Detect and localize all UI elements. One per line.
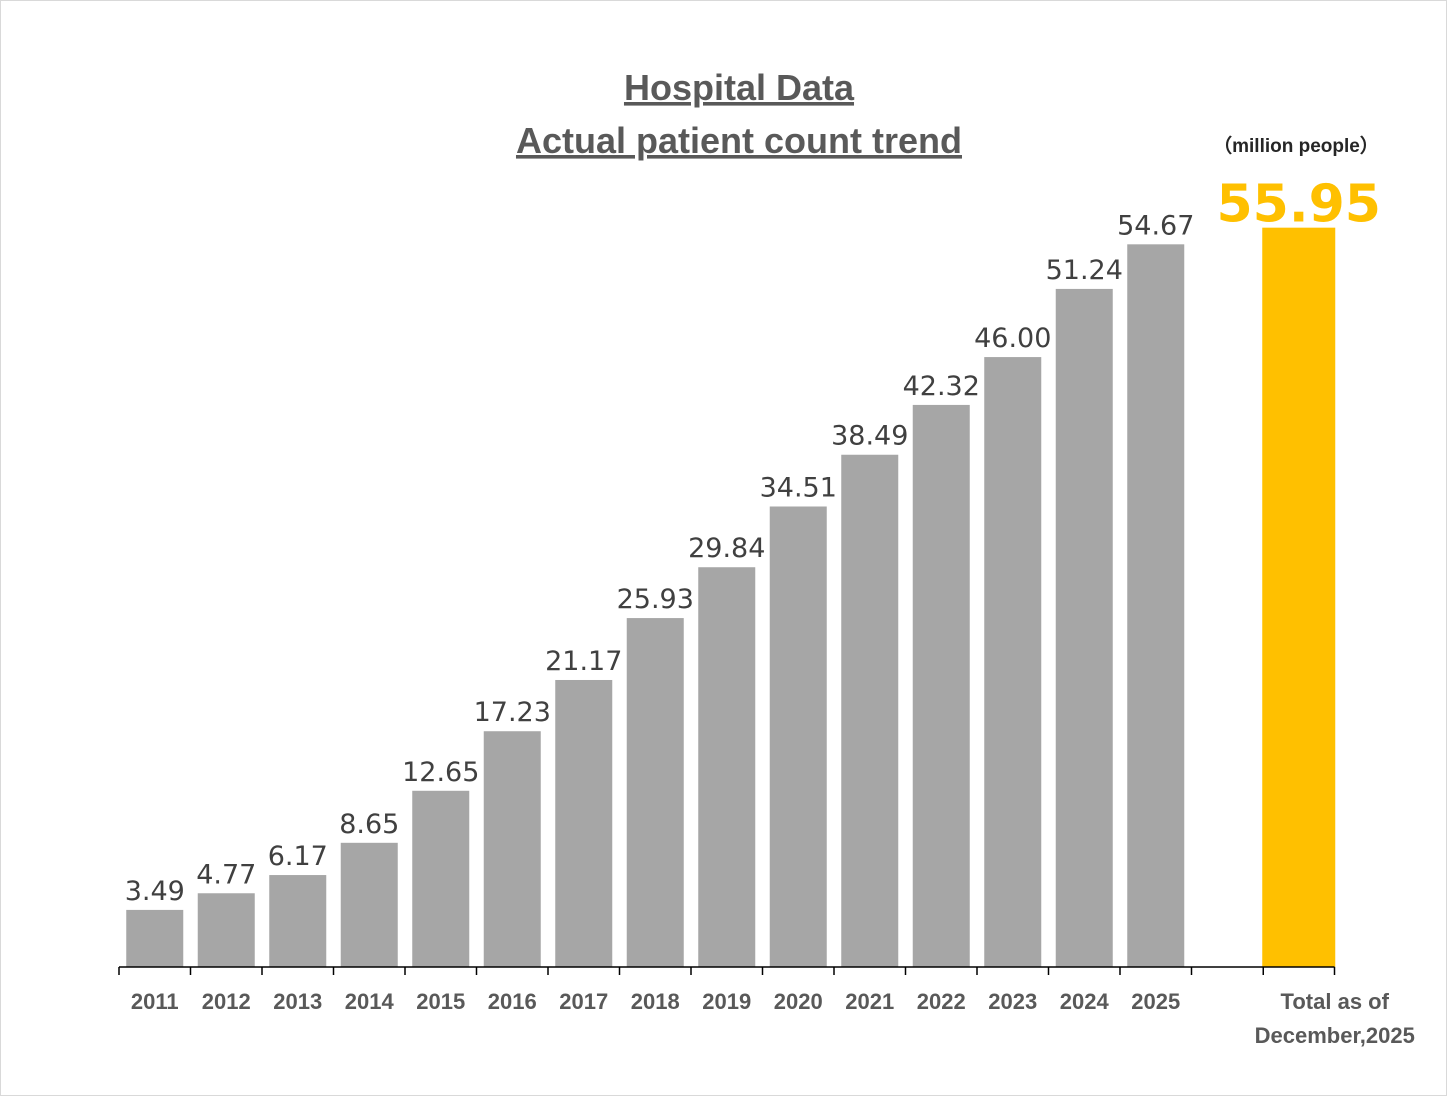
bars-group [126, 227, 1336, 968]
bar-2012 [197, 893, 255, 967]
data-label-2025: 54.67 [1117, 210, 1194, 241]
bar-2018 [626, 618, 684, 967]
x-tick-label-2021: 2021 [845, 989, 894, 1014]
data-label-2018: 25.93 [617, 584, 694, 615]
bar-2023 [984, 357, 1042, 967]
chart-subtitle: Actual patient count trend [516, 120, 962, 161]
x-tick-label-2024: 2024 [1060, 989, 1110, 1014]
x-tick-label-2014: 2014 [345, 989, 395, 1014]
data-label-2014: 8.65 [339, 809, 399, 840]
x-tick-label-2019: 2019 [702, 989, 751, 1014]
bar-2021 [841, 454, 899, 967]
x-axis [118, 966, 1336, 975]
x-tick-label-2016: 2016 [488, 989, 537, 1014]
bar-2024 [1055, 288, 1113, 967]
bar-2022 [912, 404, 970, 967]
x-tick-label-2018: 2018 [631, 989, 680, 1014]
bar-2011 [126, 909, 184, 967]
unit-label: （million people） [1213, 134, 1379, 157]
data-label-2017: 21.17 [545, 646, 622, 677]
bar-2016 [483, 731, 541, 967]
x-tick-label-total-line2: December,2025 [1255, 1023, 1415, 1048]
x-tick-label-2013: 2013 [273, 989, 322, 1014]
bar-2013 [269, 875, 327, 967]
data-label-total: 55.95 [1217, 175, 1381, 235]
bar-2019 [698, 567, 756, 967]
data-label-2020: 34.51 [760, 472, 837, 503]
data-label-2015: 12.65 [402, 757, 479, 788]
x-tick-label-2011: 2011 [131, 989, 179, 1014]
data-label-2024: 51.24 [1046, 255, 1123, 286]
bar-2017 [555, 679, 613, 967]
data-label-2022: 42.32 [903, 371, 980, 402]
x-tick-label-2022: 2022 [917, 989, 966, 1014]
data-label-2011: 3.49 [125, 876, 185, 907]
bar-2020 [769, 506, 827, 967]
data-label-2019: 29.84 [688, 533, 765, 564]
bar-2015 [412, 790, 470, 967]
x-tick-label-2012: 2012 [202, 989, 251, 1014]
bar-2025 [1127, 244, 1185, 967]
x-tick-label-2017: 2017 [559, 989, 608, 1014]
x-tick-labels: 2011 2012 2013 2014 2015 2016 2017 2018 2019 2020… [131, 989, 1415, 1048]
bar-total [1262, 227, 1336, 968]
data-label-2023: 46.00 [974, 323, 1051, 354]
bar-2014 [340, 842, 398, 967]
data-label-2016: 17.23 [474, 697, 551, 728]
x-tick-label-2020: 2020 [774, 989, 823, 1014]
x-tick-label-2015: 2015 [416, 989, 465, 1014]
x-tick-label-total-line1: Total as of [1281, 989, 1390, 1014]
x-tick-label-2023: 2023 [988, 989, 1037, 1014]
data-label-2012: 4.77 [196, 859, 256, 890]
data-label-2021: 38.49 [831, 421, 908, 452]
data-label-2013: 6.17 [268, 841, 328, 872]
chart-title: Hospital Data [624, 67, 855, 108]
x-tick-label-2025: 2025 [1131, 989, 1180, 1014]
